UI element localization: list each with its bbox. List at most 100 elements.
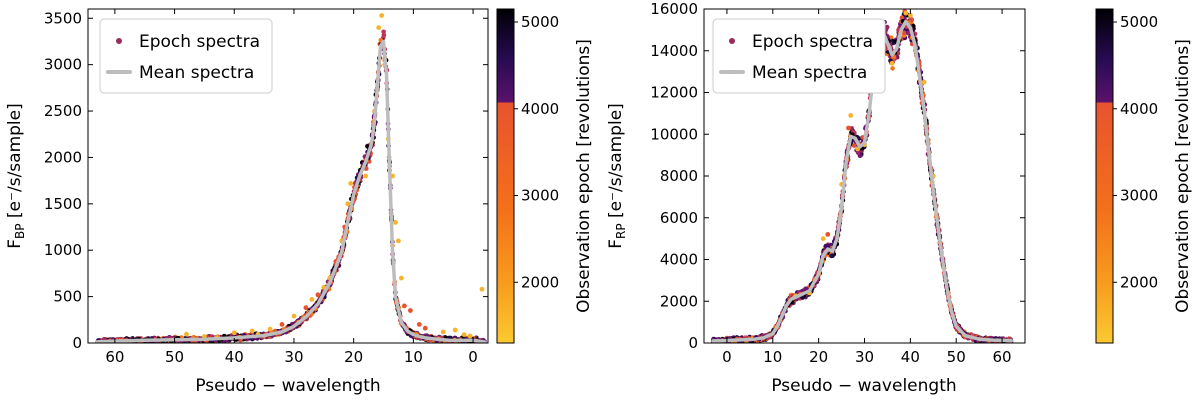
bp-ytick-label: 0 [72, 334, 82, 352]
bp-colorbar-tick-label: 5000 [521, 13, 559, 31]
bp-xtick-label: 40 [225, 348, 244, 366]
rp-legend-box [712, 18, 886, 94]
bp-outlier-point [249, 328, 255, 334]
rp-ytick-label: 2000 [660, 292, 698, 310]
bp-panel: 60 50 40 30 20 10 0050010001500200025003000350… [5, 8, 489, 396]
bp-outlier-point [393, 220, 398, 225]
bp-xtick-label: 50 [165, 348, 184, 366]
bp-colorbar-tick-label: 2000 [521, 273, 559, 291]
rp-colorbar-tick-label: 2000 [1120, 273, 1158, 291]
bp-outlier-point [467, 333, 473, 339]
bp-outlier-point [345, 201, 351, 207]
rp-colorbar-bar [1095, 8, 1114, 344]
rp-ylabel-main: F [606, 239, 626, 249]
bp-colorbar: 2000 3000 4000 5000 Observation epoch [revo… [496, 8, 594, 344]
bp-outlier-point [348, 181, 354, 186]
rp-colorbar-ticks: 2000 3000 4000 5000 [1113, 13, 1158, 291]
rp-legend: Epoch spectra Mean spectra [712, 18, 886, 94]
rp-xtick-label: 50 [947, 348, 966, 366]
bp-xtick-label: 20 [344, 348, 363, 366]
rp-ytick-label: 12000 [650, 84, 698, 102]
bp-outlier-point [309, 297, 315, 302]
bp-colorbar-bar [496, 8, 515, 344]
bp-legend-epoch-label: Epoch spectra [139, 32, 260, 52]
bp-legend: Epoch spectra Mean spectra [99, 18, 273, 94]
rp-xtick-label: 40 [901, 348, 920, 366]
rp-outlier-point [820, 236, 826, 242]
rp-ylabel: FRP [e⁻/s/sample] [606, 103, 628, 249]
bp-xtick-label: 0 [468, 348, 478, 366]
bp-outlier-point [379, 13, 385, 18]
rp-ytick-label: 6000 [660, 209, 698, 227]
rp-outlier-point [825, 232, 831, 237]
bp-outlier-point [279, 322, 285, 327]
bp-outlier-point [363, 173, 368, 179]
rp-epoch-point [899, 15, 905, 20]
rp-epoch-point [855, 150, 861, 155]
bp-plot-area [94, 13, 487, 343]
bp-xlabel: Pseudo − wavelength [195, 376, 380, 396]
rp-ticks: 0 10 20 30 40 50 60 0 2000 4000 6000 8000 10000 12000… [650, 0, 1025, 366]
bp-mean-spectrum-line [95, 39, 487, 343]
rp-colorbar: 2000 3000 4000 5000 Observation epoch [revo… [1095, 8, 1193, 344]
bp-outlier-point [402, 303, 407, 309]
bp-outlier-point [184, 331, 189, 337]
bp-ytick-label: 3000 [44, 56, 82, 74]
rp-epoch-point [830, 253, 835, 258]
rp-legend-mean-label: Mean spectra [752, 63, 867, 83]
rp-outlier-point [903, 10, 909, 16]
bp-colorbar-tick-label: 4000 [521, 100, 559, 118]
bp-xtick-label: 30 [284, 348, 303, 366]
rp-ytick-label: 16000 [650, 0, 698, 18]
bp-legend-mean-label: Mean spectra [139, 63, 254, 83]
bp-outlier-point [315, 292, 321, 298]
bp-outlier-point [452, 327, 458, 333]
rp-outlier-point [846, 125, 851, 131]
rp-ylabel-sub: RP [614, 223, 628, 239]
rp-ytick-label: 4000 [660, 251, 698, 269]
bp-colorbar-tick-label: 3000 [521, 187, 559, 205]
rp-legend-epoch-marker [729, 38, 735, 44]
rp-ylabel-unit: [e⁻/s/sample] [606, 103, 626, 218]
rp-epoch-point [901, 30, 907, 35]
rp-panel: 0 10 20 30 40 50 60 0 2000 4000 6000 8000 10000 12000… [606, 0, 1026, 396]
rp-xtick-label: 10 [763, 348, 782, 366]
bp-epoch-point [381, 29, 386, 35]
bp-outlier-point [408, 308, 413, 313]
bp-ytick-label: 3500 [44, 9, 82, 27]
rp-epoch-point [905, 30, 911, 36]
bp-xtick-label: 60 [105, 348, 124, 366]
bp-outlier-point [376, 25, 382, 30]
bp-ylabel-sub: BP [13, 223, 27, 238]
bp-outlier-point [231, 330, 237, 336]
bp-ticks: 60 50 40 30 20 10 0050010001500200025003000350… [44, 9, 488, 366]
bp-outlier-point [399, 275, 404, 281]
bp-axes-frame [87, 8, 489, 344]
rp-colorbar-tick-label: 5000 [1120, 13, 1158, 31]
rp-legend-epoch-label: Epoch spectra [752, 32, 873, 52]
bp-outlier-point [396, 238, 401, 244]
rp-colorbar-tick-label: 4000 [1120, 100, 1158, 118]
bp-colorbar-ticks: 2000 3000 4000 5000 [514, 13, 559, 291]
bp-outlier-point [422, 325, 428, 331]
bp-ytick-label: 1500 [44, 195, 82, 213]
rp-epoch-point [909, 17, 914, 22]
rp-plot-area [710, 9, 1014, 343]
bp-outlier-point [461, 332, 467, 337]
rp-ytick-label: 8000 [660, 167, 698, 185]
bp-ytick-label: 1000 [44, 241, 82, 259]
bp-xtick-label: 10 [404, 348, 423, 366]
bp-ylabel: FBP [e⁻/s/sample] [5, 103, 27, 248]
bp-outlier-point [440, 329, 446, 335]
bp-colorbar-label: Observation epoch [revolutions] [574, 39, 594, 313]
rp-outlier-point [889, 60, 895, 66]
rp-outlier-point [848, 113, 854, 118]
rp-outlier-point [908, 12, 913, 18]
rp-colorbar-tick-label: 3000 [1120, 187, 1158, 205]
rp-ytick-label: 0 [688, 334, 698, 352]
rp-xtick-label: 0 [722, 348, 732, 366]
bp-outlier-point [479, 286, 485, 292]
rp-xtick-label: 60 [993, 348, 1012, 366]
bp-legend-box [99, 18, 273, 94]
rp-epoch-point [890, 66, 895, 71]
